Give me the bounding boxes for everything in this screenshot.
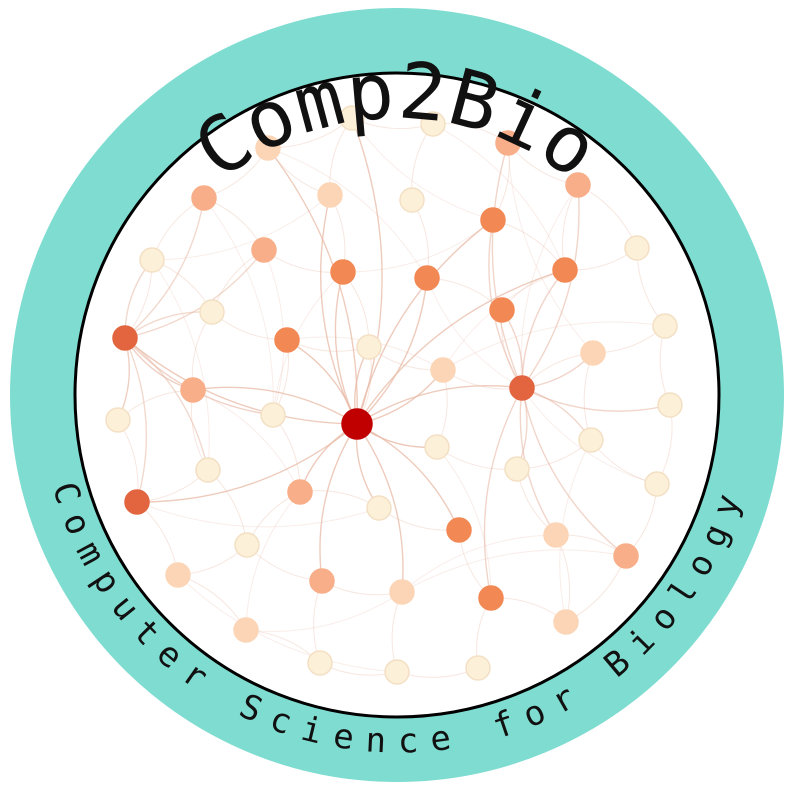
network-edge [491, 142, 523, 389]
network-node [657, 392, 683, 418]
network-node [330, 259, 356, 285]
network-edge [356, 219, 494, 425]
network-edge [521, 184, 580, 389]
network-node [366, 495, 392, 521]
network-node [644, 471, 670, 497]
network-edge [356, 385, 523, 425]
network-node [399, 187, 425, 213]
network-node [509, 375, 535, 401]
network-node [260, 402, 286, 428]
network-node [504, 456, 530, 482]
network-nodes [105, 105, 683, 685]
network-edge [520, 184, 579, 389]
network-edge [245, 591, 403, 632]
network-node [446, 517, 472, 543]
network-node [309, 568, 335, 594]
network-edge [192, 389, 301, 493]
network-edge [203, 197, 274, 416]
network-node [234, 532, 260, 558]
network-node [165, 562, 191, 588]
network-edge [342, 219, 494, 273]
network-node [543, 522, 569, 548]
network-edge [136, 501, 380, 528]
network-node [624, 235, 650, 261]
network-node [652, 313, 678, 339]
network-edge [356, 277, 428, 425]
network-edge [521, 387, 658, 485]
network-node [580, 340, 606, 366]
network-edge [124, 337, 358, 425]
network-edge [192, 386, 358, 425]
network-edge [356, 423, 460, 531]
network-node [233, 617, 259, 643]
network-edge [151, 259, 210, 471]
network-node [424, 434, 450, 460]
network-node [191, 185, 217, 211]
network-edge [351, 117, 494, 221]
network-node [199, 299, 225, 325]
network-node [552, 257, 578, 283]
network-node [414, 265, 440, 291]
network-node [480, 207, 506, 233]
network-node [465, 655, 491, 681]
network-node [112, 325, 138, 351]
network-edge [507, 142, 594, 354]
network-edge [267, 147, 428, 279]
network-node [553, 609, 579, 635]
network-edge [319, 423, 358, 582]
network-edge [124, 337, 209, 471]
network-edge [401, 549, 627, 593]
network-node [389, 579, 415, 605]
network-node [613, 543, 639, 569]
network-node [356, 334, 382, 360]
network-node [287, 479, 313, 505]
network-node [384, 659, 410, 685]
network-hub-node [341, 408, 373, 440]
network-edge [432, 123, 566, 271]
network-edge [151, 194, 331, 261]
network-node [255, 135, 281, 161]
inner-circle [73, 71, 721, 719]
network-node [565, 172, 591, 198]
network-edge [521, 387, 627, 557]
network-edge [401, 534, 557, 593]
network-node [317, 182, 343, 208]
network-edge [436, 446, 492, 599]
network-edge [177, 574, 398, 673]
network-edge [426, 277, 523, 389]
network-node [489, 297, 515, 323]
network-edge [521, 387, 671, 412]
network-node [307, 650, 333, 676]
network-node [420, 111, 446, 137]
network-edge [356, 423, 404, 593]
network-node [495, 130, 521, 156]
network-node [274, 327, 300, 353]
network-node [180, 377, 206, 403]
network-node [339, 105, 365, 131]
network-edge [124, 337, 148, 503]
network-node [195, 457, 221, 483]
network-edge [356, 269, 566, 425]
network-edge [136, 423, 358, 503]
network-node [105, 407, 131, 433]
network-edge [483, 387, 523, 599]
network-node [430, 357, 456, 383]
network-node [124, 489, 150, 515]
network-node [251, 237, 277, 263]
network-edge [124, 197, 205, 339]
network-edge [245, 491, 301, 631]
network-node [478, 585, 504, 611]
network-edge [442, 321, 666, 371]
network-node [139, 247, 165, 273]
network-node [578, 427, 604, 453]
